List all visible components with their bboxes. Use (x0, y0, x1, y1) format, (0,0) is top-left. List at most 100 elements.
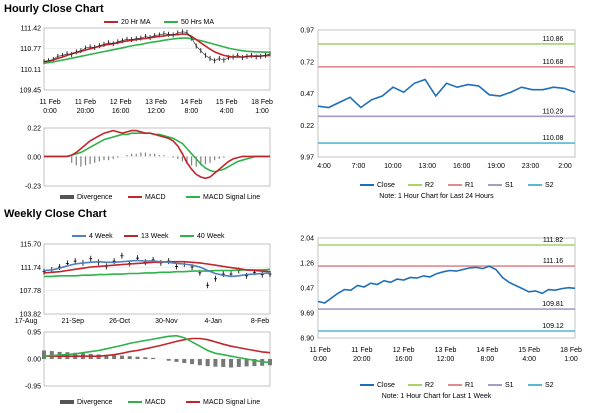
hourly-macd-chart: 0.22 0.00 -0.23 Divergence MACD MACD Signal L… (25, 126, 271, 201)
divergence-bar (244, 359, 249, 367)
close-line (317, 265, 576, 304)
divergence-bar (119, 355, 124, 359)
x-tick-label: 12 Feb (393, 347, 415, 354)
legend-label: R2 (425, 182, 434, 189)
divergence-bar (104, 354, 109, 359)
legend-label: R2 (425, 382, 434, 389)
divergence-bar (182, 359, 187, 363)
x-tick-label: 7:00 (352, 163, 366, 170)
y-tick-label: 110.97 (300, 28, 314, 35)
chart-note: Note: 1 Hour Chart for Last 24 Hours (379, 193, 494, 198)
divergence-bar (236, 359, 241, 367)
y-tick-label: 111.26 (300, 261, 314, 268)
legend-swatch (60, 400, 74, 404)
x-tick-label: 16:00 (395, 356, 413, 363)
divergence-bar (174, 359, 179, 362)
weekly-section-title: Weekly Close Chart (4, 208, 107, 220)
divergence-bar (213, 359, 218, 367)
weekly-1w-chart: 112.04 111.26 110.47 109.69 108.90 111.82 111.… (300, 236, 582, 401)
legend-label: 40 Week (197, 233, 225, 240)
x-tick-label: 16:00 (112, 108, 130, 115)
x-tick-label: 8:00 (481, 356, 495, 363)
y-tick-label: 107.78 (20, 288, 42, 295)
weekly-macd-chart: 0.95 0.00 -0.95 Divergence MACD MACD Signal L… (25, 330, 272, 406)
y-tick-label: 109.69 (300, 311, 314, 318)
x-tick-label: 2:00 (558, 163, 572, 170)
y-tick-label: 110.11 (21, 67, 41, 74)
legend-label: S2 (545, 382, 554, 389)
y-tick-label: 0.00 (27, 155, 41, 162)
hourly-price-chart: 111.42 110.77 110.11 109.45 20 Hr MA 50 Hrs M… (20, 19, 273, 115)
legend-label: R1 (465, 382, 474, 389)
x-tick-label: 15 Feb (216, 99, 238, 106)
legend-label: S2 (545, 182, 554, 189)
legend-label: S1 (505, 182, 514, 189)
legend-label: MACD (145, 399, 166, 406)
divergence-bar (42, 350, 46, 359)
x-tick-label: 0:00 (313, 356, 327, 363)
ma4-line (43, 259, 271, 278)
hourly-24h-chart: 110.97 110.72 110.47 110.22 109.97 110.86 110.… (300, 28, 576, 198)
x-tick-label: 11 Feb (351, 347, 372, 354)
legend-label: 20 Hr MA (121, 19, 151, 26)
y-tick-label: 110.72 (300, 59, 314, 66)
y-tick-label: 109.97 (300, 155, 314, 162)
legend-label: Close (377, 182, 395, 189)
y-tick-label: 111.42 (21, 26, 41, 33)
x-tick-label: 21-Sep (62, 318, 85, 325)
y-tick-label: 110.77 (20, 46, 41, 53)
x-tick-label: 11 Feb (75, 99, 96, 106)
x-tick-label: 20:00 (77, 108, 95, 115)
macd-line (43, 334, 271, 364)
x-tick-label: 4:00 (317, 163, 331, 170)
x-tick-label: 8:00 (185, 108, 199, 115)
y-tick-label: 111.74 (21, 265, 41, 272)
legend-label: Close (377, 382, 395, 389)
legend-label: MACD (145, 194, 166, 201)
plot-frame (43, 243, 271, 315)
y-tick-label: 115.70 (20, 242, 41, 249)
legend-label: 13 Week (141, 233, 169, 240)
level-r2-label: 110.86 (543, 36, 564, 43)
divergence-bar (166, 359, 171, 361)
x-tick-label: 14 Feb (476, 347, 498, 354)
x-tick-label: 15 Feb (518, 347, 540, 354)
macd-line (44, 129, 270, 180)
legend-label: R1 (465, 182, 474, 189)
x-tick-label: 1:00 (255, 108, 269, 115)
signal-line (44, 337, 271, 357)
legend-label: 50 Hrs MA (181, 19, 214, 26)
level-r1-label: 110.68 (543, 59, 564, 66)
plot-frame (43, 27, 271, 91)
y-tick-label: 110.22 (300, 123, 314, 130)
legend-label: 4 Week (89, 233, 113, 240)
x-tick-label: 18 Feb (560, 347, 582, 354)
x-tick-label: 19:00 (487, 163, 505, 170)
x-tick-label: 14 Feb (180, 99, 202, 106)
level-r2-label: 111.82 (543, 237, 563, 244)
x-tick-label: 23:00 (522, 163, 540, 170)
divergence-bar (112, 355, 117, 359)
legend-label: MACD Signal Line (203, 399, 260, 406)
x-tick-label: 26-Oct (109, 318, 130, 325)
level-s1-label: 109.81 (542, 301, 564, 308)
ma50-line (43, 37, 270, 64)
y-tick-label: 103.82 (20, 312, 42, 319)
level-s2-label: 110.08 (543, 135, 564, 142)
divergence-bar (197, 359, 202, 366)
x-tick-label: 11 Feb (309, 347, 330, 354)
legend-label: Divergence (77, 399, 113, 406)
x-tick-label: 30-Nov (155, 318, 178, 325)
x-tick-label: 4:00 (220, 108, 234, 115)
y-tick-label: 112.04 (300, 236, 314, 243)
level-s2-label: 109.12 (542, 323, 564, 330)
ma40-line (44, 268, 271, 278)
y-tick-label: 108.90 (300, 336, 314, 343)
x-tick-label: 13 Feb (435, 347, 457, 354)
x-tick-label: 12:00 (147, 108, 165, 115)
divergence-bar (252, 359, 257, 367)
legend-label: S1 (505, 382, 514, 389)
close-line (43, 31, 271, 62)
x-tick-label: 20:00 (353, 356, 371, 363)
plot-frame (317, 237, 576, 339)
